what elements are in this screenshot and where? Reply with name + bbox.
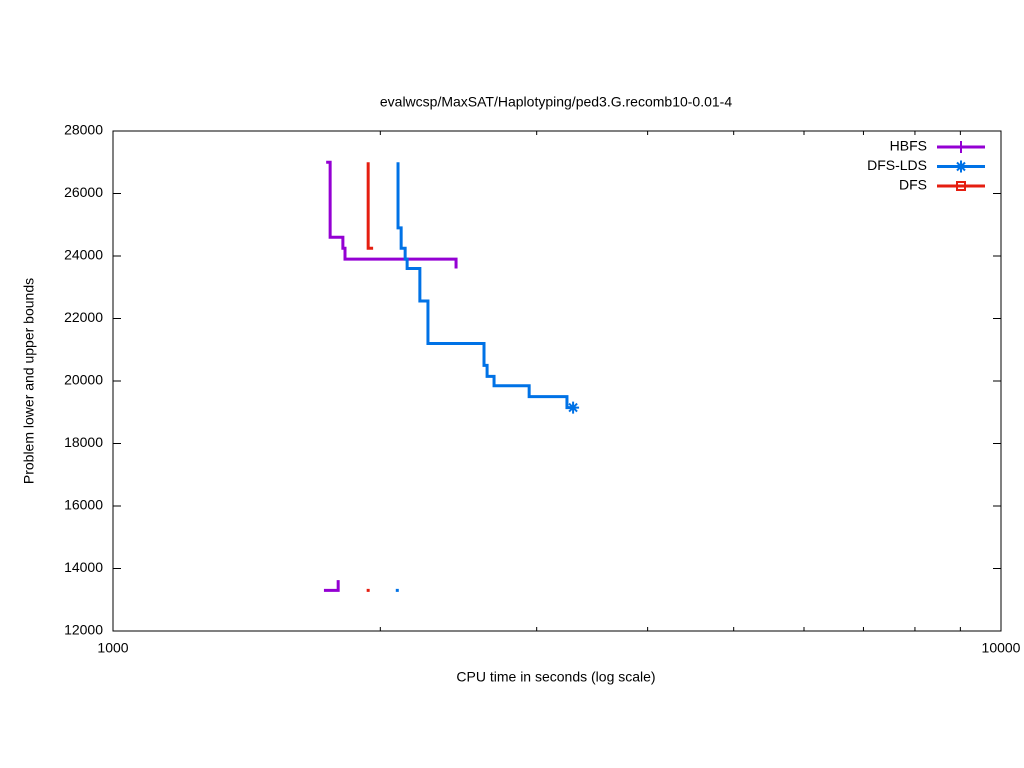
- lower-bound-line: [366, 588, 370, 592]
- legend-label: DFS-LDS: [867, 157, 927, 173]
- y-tick-label: 22000: [64, 309, 103, 325]
- y-tick-label: 16000: [64, 497, 103, 513]
- y-tick-label: 26000: [64, 184, 103, 200]
- y-axis-label: Problem lower and upper bounds: [21, 278, 37, 484]
- x-axis-label: CPU time in seconds (log scale): [456, 669, 655, 685]
- legend-label: DFS: [899, 177, 927, 193]
- y-tick-label: 20000: [64, 372, 103, 388]
- upper-bound-line: [396, 162, 574, 410]
- y-tick-label: 14000: [64, 559, 103, 575]
- upper-bound-line: [326, 160, 458, 269]
- plot-frame: [112, 130, 1002, 632]
- lower-bound-line: [395, 588, 399, 592]
- legend-marker: [956, 181, 966, 191]
- legend-label: HBFS: [890, 138, 927, 154]
- legend-marker: [955, 160, 967, 173]
- chart-title: evalwcsp/MaxSAT/Haplotyping/ped3.G.recom…: [380, 94, 732, 110]
- y-tick-label: 24000: [64, 247, 103, 263]
- x-tick-label: 10000: [982, 640, 1021, 656]
- x-tick-label: 1000: [97, 640, 128, 656]
- upper-bound-line: [366, 162, 374, 250]
- y-tick-label: 18000: [64, 434, 103, 450]
- y-tick-label: 28000: [64, 122, 103, 138]
- lower-bound-line: [323, 580, 340, 592]
- marker: [567, 401, 580, 414]
- legend-marker: [955, 141, 967, 153]
- y-tick-label: 12000: [64, 622, 103, 638]
